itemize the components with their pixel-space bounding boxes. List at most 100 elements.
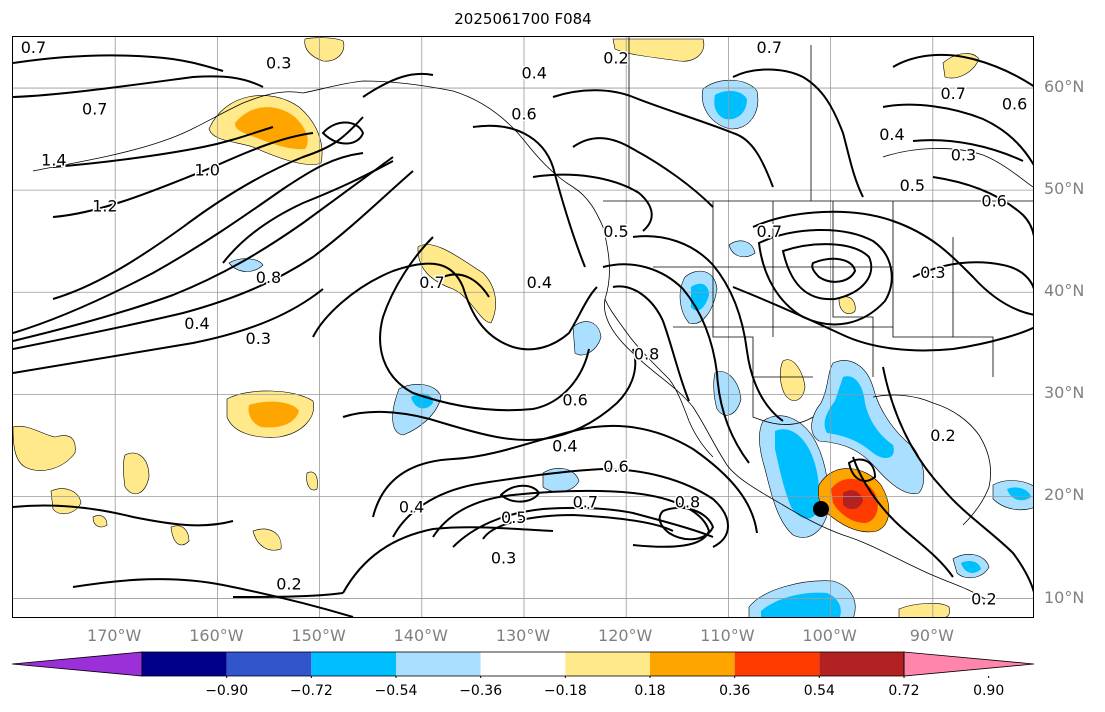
positive-anomaly-blob (898, 603, 950, 617)
contour-label: 0.3 (266, 54, 291, 73)
latitude-label: 60°N (1044, 77, 1085, 97)
contour-label: 0.6 (603, 457, 628, 476)
negative-anomaly-blob (572, 321, 602, 356)
negative-anomaly-core (714, 90, 747, 120)
contour-label: 0.7 (757, 38, 782, 57)
latitude-label: 20°N (1044, 485, 1085, 505)
colorbar-tick-label: 0.72 (888, 683, 920, 699)
contour-label: 1.2 (92, 196, 117, 215)
contour-label: 0.5 (501, 508, 526, 527)
longitude-label: 160°W (189, 626, 244, 645)
contour-label: 0.5 (603, 222, 628, 241)
contour-label: 0.7 (21, 38, 46, 57)
positive-anomaly-blob (13, 425, 76, 471)
latitude-label: 10°N (1044, 587, 1085, 607)
colorbar-bin (565, 652, 650, 676)
contour-label: 0.2 (930, 426, 955, 445)
contour-label: 0.7 (82, 99, 107, 118)
positive-anomaly-blob (252, 528, 282, 551)
location-marker[interactable] (813, 501, 829, 517)
positive-anomaly-blob (170, 525, 190, 546)
contour-label: 0.8 (256, 268, 281, 287)
contour-label: 0.2 (276, 574, 301, 593)
positive-anomaly-blob (50, 488, 82, 515)
colorbar-bin (734, 652, 820, 676)
colorbar-tick-label: 0.18 (634, 683, 666, 699)
longitude-label: 90°W (909, 626, 954, 645)
colorbar-tick-label: −0.90 (205, 683, 249, 699)
colorbar-tick-label: −0.36 (459, 683, 503, 699)
colorbar-bin (311, 652, 396, 676)
map-title: 2025061700 F084 (454, 10, 592, 28)
contour-label: 0.8 (634, 345, 659, 364)
longitude-label: 150°W (291, 626, 346, 645)
contour-label: 0.6 (562, 390, 587, 409)
colorbar-bin (396, 652, 481, 676)
contour-label: 0.3 (951, 145, 976, 164)
latitude-label: 50°N (1044, 179, 1085, 199)
negative-anomaly-core (1007, 487, 1031, 501)
contour-label: 0.5 (900, 176, 925, 195)
positive-anomaly-core (248, 401, 299, 428)
contour-label: 0.2 (603, 48, 628, 67)
negative-anomaly-core (691, 283, 709, 311)
negative-anomaly-blob (392, 384, 442, 436)
latitude-label: 40°N (1044, 281, 1085, 301)
contour-label: 0.8 (675, 493, 700, 512)
contour-label: 0.2 (971, 590, 996, 609)
positive-anomaly-blob (779, 359, 806, 401)
negative-anomaly-core (824, 376, 894, 459)
contour-label: 0.7 (757, 222, 782, 241)
longitude-label: 140°W (393, 626, 448, 645)
contour-label: 0.4 (527, 273, 552, 292)
colorbar-high-extension (903, 651, 1035, 677)
colorbar-bin (142, 652, 227, 676)
contour-label: 0.7 (419, 273, 444, 292)
colorbar-bin (650, 652, 735, 676)
colorbar-outline (141, 651, 905, 677)
contour-label: 1.0 (194, 161, 219, 180)
colorbar-tick-label: 0.54 (803, 683, 835, 699)
colorbar-bin (480, 652, 566, 676)
colorbar-tick-label: 0.90 (973, 683, 1005, 699)
longitude-label: 130°W (495, 626, 551, 645)
contour-label: 0.4 (879, 125, 904, 144)
colorbar-tick-label: −0.72 (289, 683, 333, 699)
positive-anomaly-peak (843, 490, 863, 510)
contour-lines (13, 53, 1033, 617)
contour-label: 0.4 (552, 436, 577, 455)
longitude-label: 100°W (802, 626, 857, 645)
contour-label: 0.7 (573, 493, 598, 512)
latitude-label: 30°N (1044, 383, 1085, 403)
longitude-label: 170°W (87, 626, 142, 645)
colorbar-tick-label: −0.18 (543, 683, 587, 699)
longitude-label: 120°W (598, 626, 653, 645)
positive-anomaly-blob (612, 38, 705, 62)
contour-labels: 0.7 0.3 0.7 1.4 1.0 1.2 0.8 0.4 0.3 0.7 0.4 0.2 0.4 0… (19, 37, 1029, 610)
colorbar-tick-label: 0.36 (719, 683, 751, 699)
negative-anomaly-blob (228, 258, 264, 272)
colorbar-tick-label: −0.54 (374, 683, 418, 699)
colorbar-bin (819, 652, 904, 676)
contour-label: 0.4 (521, 64, 546, 83)
colorbar-low-extension (11, 651, 143, 677)
positive-anomaly-blob (306, 471, 318, 491)
contour-label: 0.6 (981, 191, 1006, 210)
colorbar (11, 651, 1035, 678)
positive-anomaly-blob (92, 515, 108, 528)
negative-anomaly-blob (728, 240, 756, 258)
negative-anomaly-core (961, 561, 981, 573)
map-panel[interactable]: 0.7 0.3 0.7 1.4 1.0 1.2 0.8 0.4 0.3 0.7 0.4 0.2 0.4 0… (12, 36, 1034, 618)
contour-label: 0.6 (1002, 94, 1027, 113)
longitude-label: 110°W (700, 626, 755, 645)
contour-label: 0.3 (491, 549, 516, 568)
positive-anomaly-blob (304, 37, 345, 62)
contour-label: 1.4 (41, 151, 66, 170)
anomaly-shading (13, 37, 1033, 617)
contour-label: 0.6 (511, 105, 536, 124)
contour-label: 0.3 (920, 263, 945, 282)
contour-label: 0.3 (246, 329, 271, 348)
map-canvas[interactable]: 0.7 0.3 0.7 1.4 1.0 1.2 0.8 0.4 0.3 0.7 0.4 0.2 0.4 0… (13, 37, 1034, 618)
lat-lon-grid (13, 37, 1033, 617)
positive-anomaly-blob (123, 452, 150, 495)
